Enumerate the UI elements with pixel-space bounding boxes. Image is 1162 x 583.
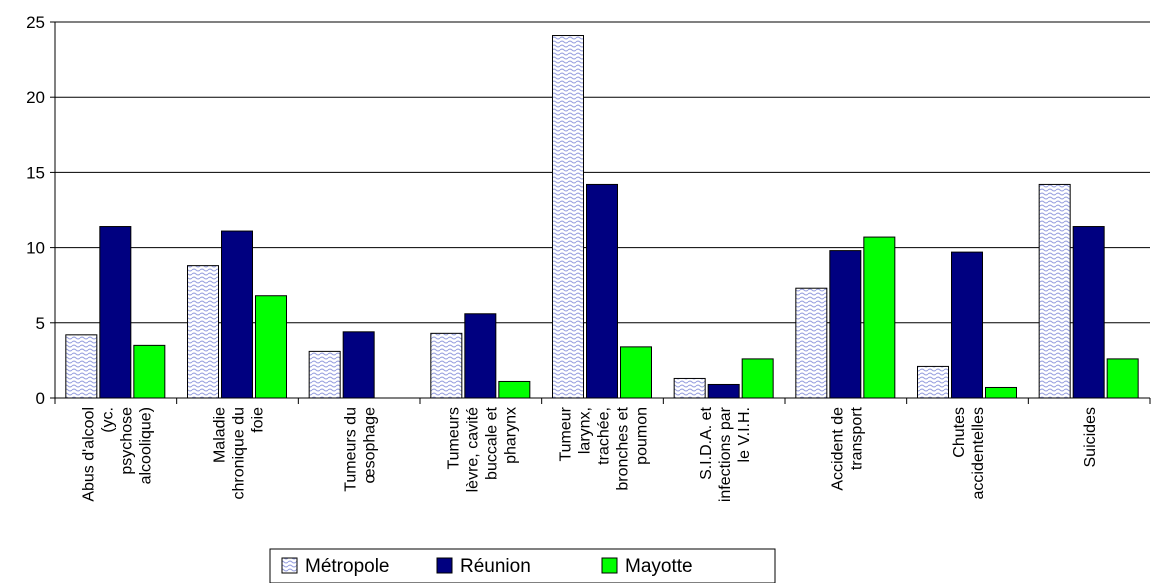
category-label-line: accidentelles	[970, 407, 987, 500]
bars	[65, 35, 1139, 399]
category-label: Tumeurs lèvre, cavité buccale et pharynx	[445, 406, 519, 492]
category-label: Suicides	[1082, 407, 1099, 467]
legend-label: Mayotte	[625, 556, 693, 577]
bar-mtropole	[552, 35, 584, 399]
bar-mayotte	[133, 344, 166, 399]
bar-mtropole	[430, 332, 463, 399]
category-label-line: foie	[250, 407, 267, 433]
bar-runion	[342, 331, 375, 399]
y-axis-ticks: 0 5 10 15 20 25	[26, 13, 55, 408]
category-label: Tumeur larynx, trachée, bronches et poumon	[558, 406, 651, 490]
bar-mayotte	[255, 295, 287, 399]
category-label-line: buccale et	[483, 406, 500, 479]
bar-runion	[99, 226, 132, 399]
bar-mtropole	[795, 287, 828, 399]
category-label-line: Tumeurs du	[343, 407, 360, 492]
bar-mayotte	[620, 346, 652, 399]
category-label-line: pharynx	[502, 407, 519, 464]
category-label-line: trachée,	[596, 407, 613, 465]
bar-mayotte	[985, 386, 1017, 399]
category-label-line: le V.I.H.	[736, 407, 753, 462]
bar-runion	[707, 383, 740, 399]
category-label-line: Accident de	[829, 407, 846, 491]
category-label-line: psychose	[118, 407, 135, 475]
bar-mtropole	[65, 334, 98, 399]
category-label-line: Chutes	[951, 407, 968, 458]
bar-runion	[221, 230, 253, 399]
category-label: S.I.D.A. et infections par le V.I.H.	[698, 406, 753, 502]
bar-mayotte	[498, 380, 531, 399]
category-label-line: alcoolique)	[137, 407, 154, 484]
bar-mtropole	[187, 265, 219, 399]
category-label-line: infections par	[717, 406, 734, 502]
y-tick-label: 0	[36, 389, 45, 408]
category-label-line: Suicides	[1082, 407, 1099, 467]
legend-swatch	[281, 557, 298, 574]
y-tick-label: 20	[26, 88, 45, 107]
category-label-line: œsophage	[362, 407, 379, 484]
legend-swatch	[436, 557, 453, 574]
category-label-line: Tumeur	[558, 406, 575, 461]
bar-mtropole	[673, 377, 706, 399]
legend-label: Métropole	[305, 556, 390, 577]
category-label-line: transport	[848, 406, 865, 470]
legend-swatch	[601, 557, 618, 574]
category-label-line: Maladie	[212, 407, 229, 463]
legend-box	[269, 548, 776, 583]
category-label-line: Abus d'alcool	[80, 407, 97, 502]
category-label: Chutes accidentelles	[951, 407, 987, 500]
category-label: Maladie chronique du foie	[212, 407, 267, 500]
category-label-line: lèvre, cavité	[464, 407, 481, 492]
category-label: Abus d'alcool (yc. psychose alcoolique)	[80, 407, 154, 502]
category-label-line: (yc.	[99, 407, 116, 433]
bar-mayotte	[741, 358, 774, 399]
category-label-line: larynx,	[577, 407, 594, 454]
y-tick-label: 25	[26, 13, 45, 32]
y-tick-label: 15	[26, 163, 45, 182]
bar-runion	[829, 250, 862, 399]
y-tick-label: 5	[36, 314, 45, 333]
bar-runion	[1072, 226, 1105, 399]
bar-runion	[464, 313, 497, 399]
bar-mtropole	[1038, 183, 1071, 399]
category-label-line: chronique du	[231, 407, 248, 500]
bar-mayotte	[863, 236, 896, 399]
category-label-line: bronches et	[615, 406, 632, 490]
bar-runion	[586, 183, 618, 399]
y-tick-label: 10	[26, 239, 45, 258]
legend: Métropole Réunion Mayotte	[269, 548, 776, 583]
bar-mtropole	[308, 350, 341, 399]
category-label-line: poumon	[634, 407, 651, 465]
category-label-line: Tumeurs	[445, 407, 462, 470]
legend-label: Réunion	[460, 556, 531, 577]
bar-mtropole	[917, 365, 949, 399]
bar-mayotte	[1106, 358, 1139, 399]
bar-runion	[951, 251, 983, 399]
category-label: Tumeurs du œsophage	[343, 407, 379, 492]
category-labels: Abus d'alcool (yc. psychose alcoolique) Mala…	[80, 406, 1099, 502]
category-label-line: S.I.D.A. et	[698, 406, 715, 479]
axes	[54, 22, 1151, 404]
category-label: Accident de transport	[829, 406, 865, 490]
